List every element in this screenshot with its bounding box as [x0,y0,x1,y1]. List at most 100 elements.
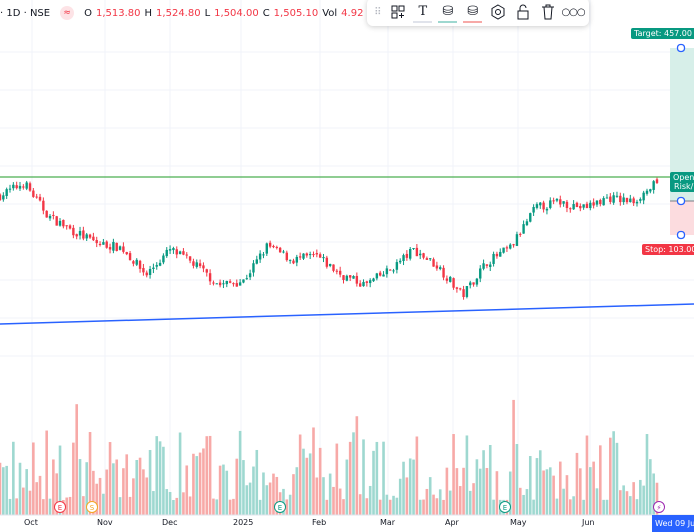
open-risk-label[interactable]: Open Risk/ [670,172,694,192]
candle-body [348,275,352,278]
candle-body [609,196,612,202]
volume-bar [18,462,22,515]
settings-icon[interactable] [488,2,507,22]
volume-bar [508,471,512,515]
volume-bar [138,457,142,515]
candle-body [619,195,622,203]
candle-body [525,221,529,226]
candle-body [295,256,299,263]
volume-bar [328,473,332,515]
candle-body [529,213,532,222]
candle-body [532,206,535,213]
event-marker-E: E [54,501,66,513]
volume-bar [242,460,245,515]
candle-body [145,272,148,276]
volume-bar [12,441,15,515]
candle-body [622,197,625,203]
volume-bar [545,469,549,515]
volume-bar [375,441,379,515]
volume-bar [118,497,122,515]
candle-body [235,283,238,287]
candle-body [515,234,519,246]
volume-bar [322,477,325,515]
volume-bar [252,466,255,515]
volume-bar [642,485,645,515]
candle-body [155,265,158,267]
fill-color-icon[interactable]: ⛁ [438,1,458,23]
candle-body [218,282,222,286]
volume-bar [445,467,449,515]
stop-label[interactable]: Stop: 103.00 ( [642,244,694,255]
volume-bar [542,470,545,515]
svg-text:E: E [503,504,507,512]
volume-bar [205,436,209,515]
volume-bar [325,499,329,515]
candle-body [332,264,335,271]
candle-body [175,249,178,255]
volume-bar [108,442,112,515]
volume-bar [632,482,635,515]
candle-body [205,269,208,273]
volume-bar [228,499,232,515]
text-icon[interactable]: T [413,1,433,23]
candle-body [569,208,572,210]
event-marker-E: E [499,501,511,513]
candle-body [315,253,319,255]
candle-body [302,253,305,259]
object-tree-icon[interactable] [388,2,407,22]
lock-icon[interactable] [513,2,532,22]
volume-bar [492,499,495,515]
candle-body [152,267,155,269]
target-label[interactable]: Target: 457.00 (31 [631,28,694,39]
candle-body [435,265,439,269]
candle-body [195,262,198,267]
candle-body [8,188,12,190]
volume-bar [215,499,219,515]
candle-body [635,201,639,204]
volume-bar [238,430,242,515]
volume-bar [485,467,489,515]
candle-body [192,261,195,266]
volume-bar [105,469,109,515]
volume-bar [288,494,292,515]
candle-body [58,220,62,226]
candle-body [168,249,172,251]
volume-bar [95,483,99,515]
delete-icon[interactable] [538,2,557,22]
candle-body [509,244,512,249]
axis-label: Nov [97,518,113,527]
candle-body [368,280,372,284]
candle-body [305,253,309,256]
volume-bar [575,452,579,515]
line-color-icon[interactable]: ⛁ [463,1,483,23]
volume-bar [268,482,272,515]
candle-body [639,199,642,201]
candle-body [385,268,389,275]
candle-body [325,257,329,267]
volume-bar [415,436,419,515]
candle-body [382,274,385,277]
volume-bar [218,465,222,515]
candle-body [642,192,645,201]
candle-body [182,251,185,255]
more-icon[interactable]: ○○○ [561,6,585,18]
candle-body [298,256,302,258]
candle-body [545,208,549,211]
volume-bar [85,462,89,515]
volume-bar [478,468,482,515]
volume-bar [619,490,622,515]
candle-body [465,286,469,297]
drag-handle-icon[interactable]: ⠿ [374,6,382,18]
volume-bar [308,453,312,515]
volume-bar [385,494,389,515]
candle-body [232,283,235,285]
candle-body [432,259,435,267]
candle-body [449,276,452,282]
volume-bar [352,432,355,515]
candle-body [415,247,419,257]
candle-body [328,264,332,266]
high-label: H [144,7,153,19]
volume-bar [148,449,152,515]
open-value: 1,513.80 [95,7,141,19]
